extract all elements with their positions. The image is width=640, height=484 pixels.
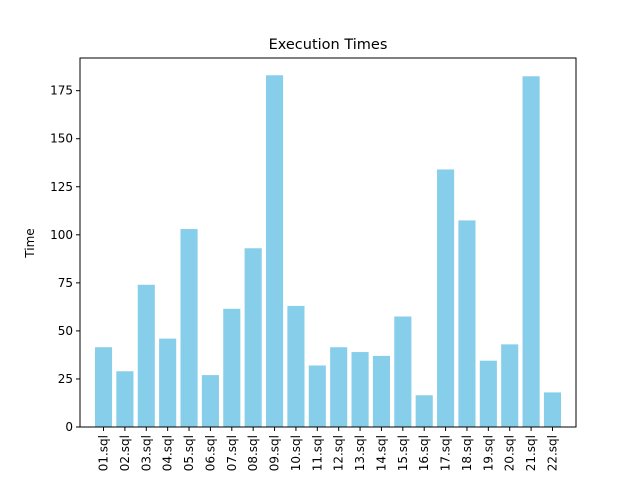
x-tick-label: 17.sql bbox=[439, 435, 453, 471]
x-tick-label: 12.sql bbox=[332, 435, 346, 471]
x-tick-label: 09.sql bbox=[268, 435, 282, 471]
bar-15-sql bbox=[394, 316, 412, 427]
bar-11-sql bbox=[308, 365, 326, 427]
bar-21-sql bbox=[522, 76, 540, 427]
bar-02-sql bbox=[116, 371, 134, 427]
x-tick-label: 08.sql bbox=[246, 435, 260, 471]
bar-20-sql bbox=[501, 344, 519, 427]
x-tick-label: 15.sql bbox=[396, 435, 410, 471]
bar-05-sql bbox=[180, 229, 198, 427]
x-tick-label: 01.sql bbox=[97, 435, 111, 471]
bars-group bbox=[94, 75, 562, 427]
y-axis: 0 25 50 75 100 125 150 175 bbox=[50, 84, 80, 434]
x-tick-label: 02.sql bbox=[118, 435, 132, 471]
y-tick-label: 175 bbox=[50, 84, 73, 98]
plot-frame bbox=[79, 57, 577, 428]
bar-13-sql bbox=[351, 352, 369, 427]
bar-10-sql bbox=[287, 305, 305, 427]
bar-04-sql bbox=[159, 338, 177, 427]
x-tick-label: 13.sql bbox=[353, 435, 367, 471]
bar-19-sql bbox=[479, 360, 497, 427]
y-tick-label: 75 bbox=[58, 276, 73, 290]
bar-22-sql bbox=[543, 392, 562, 427]
x-tick-label: 06.sql bbox=[203, 435, 217, 471]
bar-03-sql bbox=[137, 284, 155, 427]
x-tick-label: 05.sql bbox=[182, 435, 196, 471]
x-axis: 01.sql 02.sql 03.sql 04.sql 05.sql 06.sql 07.s… bbox=[97, 427, 559, 471]
bar-14-sql bbox=[372, 355, 390, 427]
x-tick-label: 18.sql bbox=[460, 435, 474, 471]
y-axis-label: Time bbox=[23, 228, 37, 258]
y-tick-label: 25 bbox=[58, 372, 73, 386]
y-tick-label: 0 bbox=[65, 420, 73, 434]
bar-17-sql bbox=[437, 169, 455, 427]
y-tick-label: 150 bbox=[50, 132, 73, 146]
y-tick-label: 100 bbox=[50, 228, 73, 242]
x-tick-label: 03.sql bbox=[139, 435, 153, 471]
x-tick-label: 20.sql bbox=[503, 435, 517, 471]
bar-07-sql bbox=[223, 308, 241, 427]
bar-18-sql bbox=[458, 220, 476, 427]
x-tick-label: 21.sql bbox=[524, 435, 538, 471]
y-tick-label: 125 bbox=[50, 180, 73, 194]
bar-12-sql bbox=[330, 347, 348, 427]
x-tick-label: 10.sql bbox=[289, 435, 303, 471]
x-tick-label: 16.sql bbox=[417, 435, 431, 471]
x-tick-label: 19.sql bbox=[481, 435, 495, 471]
bar-08-sql bbox=[244, 248, 262, 427]
chart-title: Execution Times bbox=[269, 37, 388, 53]
x-tick-label: 14.sql bbox=[374, 435, 388, 471]
bar-01-sql bbox=[94, 347, 113, 427]
x-tick-label: 04.sql bbox=[161, 435, 175, 471]
y-tick-label: 50 bbox=[58, 324, 73, 338]
bar-16-sql bbox=[415, 395, 433, 427]
x-tick-label: 22.sql bbox=[545, 435, 559, 471]
x-tick-label: 11.sql bbox=[310, 435, 324, 471]
x-tick-label: 07.sql bbox=[225, 435, 239, 471]
bar-06-sql bbox=[201, 375, 219, 427]
bar-09-sql bbox=[266, 75, 284, 427]
